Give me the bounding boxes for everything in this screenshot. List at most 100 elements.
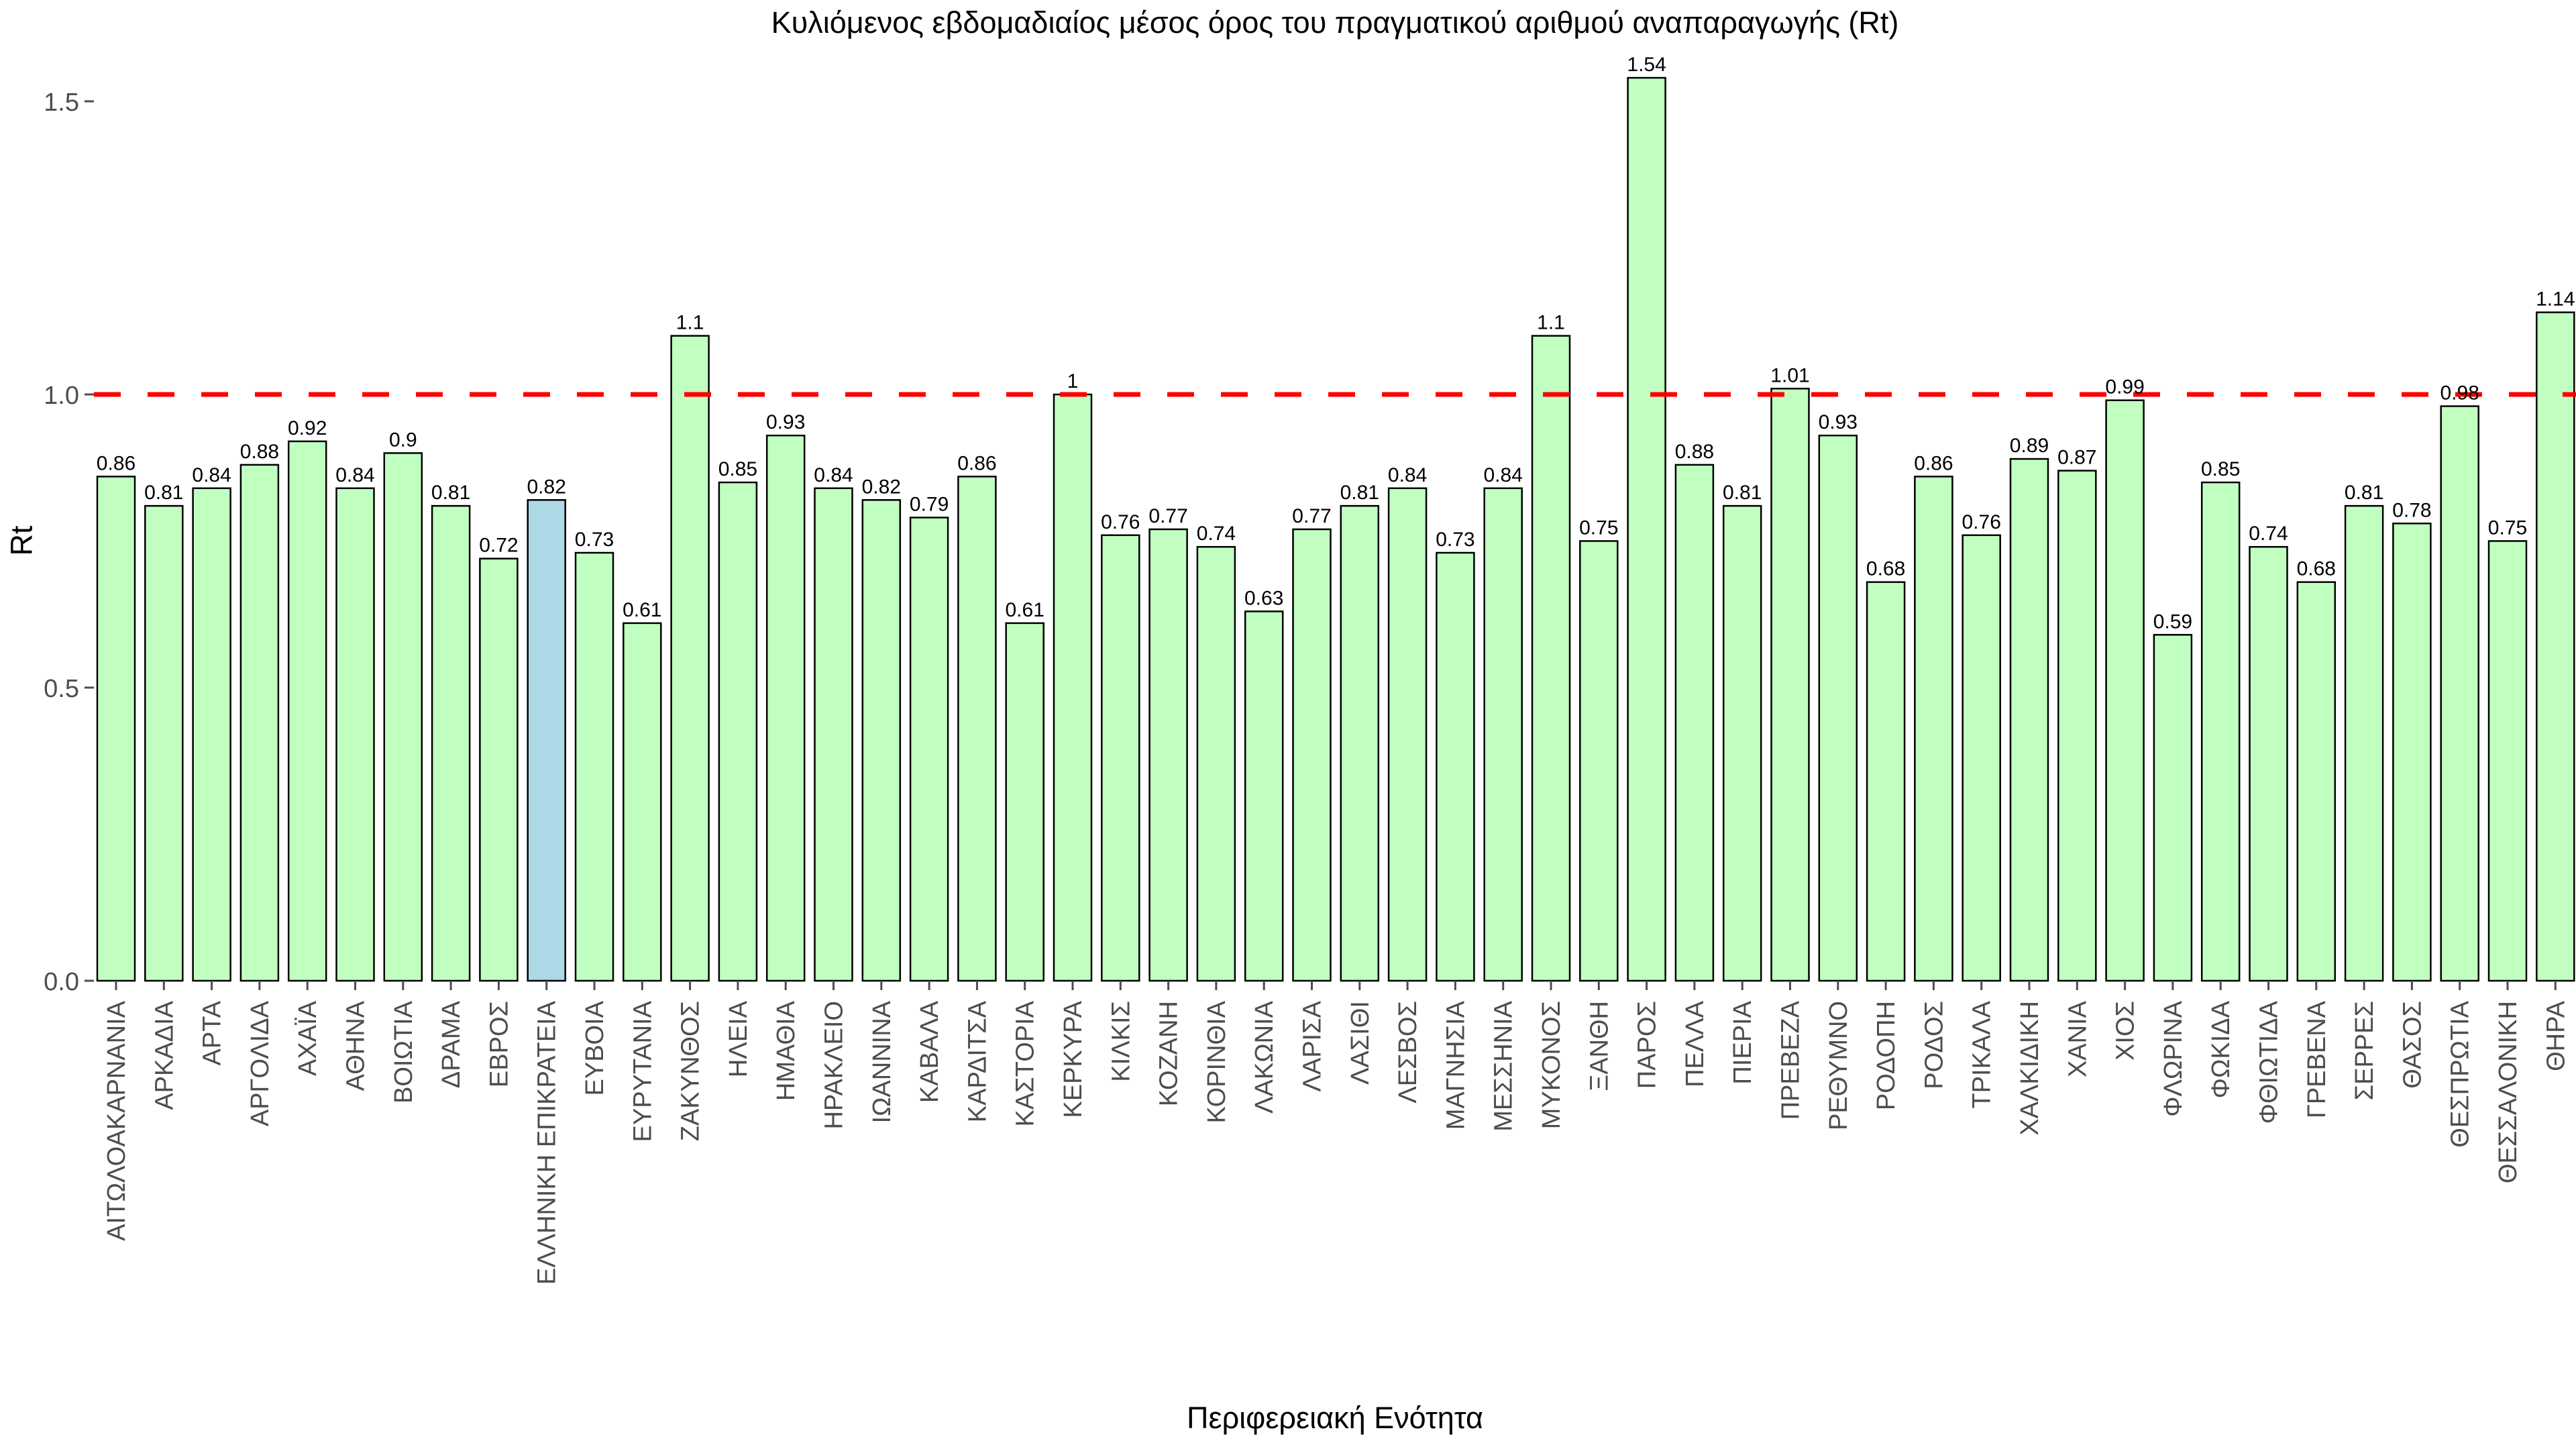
x-tick-label: ΗΜΑΘΙΑ xyxy=(772,1000,800,1101)
bar xyxy=(2200,481,2241,982)
x-tick-label: ΤΡΙΚΑΛΑ xyxy=(1968,1000,1996,1108)
x-tick-label: ΞΑΝΘΗ xyxy=(1585,1001,1613,1091)
bar-value-label: 0.86 xyxy=(957,452,996,474)
bar xyxy=(1866,581,1906,982)
x-tick-label: ΜΕΣΣΗΝΙΑ xyxy=(1490,1000,1518,1131)
bar-value-label: 0.68 xyxy=(1866,558,1905,580)
bar xyxy=(431,504,471,982)
bar xyxy=(765,434,806,982)
bar-value-label: 1.1 xyxy=(1537,312,1565,334)
bar xyxy=(2344,504,2384,982)
bar-value-label: 0.84 xyxy=(1388,464,1427,486)
bar xyxy=(479,557,519,982)
bar-value-label: 0.78 xyxy=(2392,499,2431,521)
bar xyxy=(1387,487,1428,982)
bar-value-label: 0.61 xyxy=(623,599,661,621)
bar-value-label: 0.61 xyxy=(1006,599,1044,621)
x-tick-label: ΠΙΕΡΙΑ xyxy=(1729,1000,1757,1084)
bar-value-label: 1.54 xyxy=(1627,54,1666,76)
x-tick-label: ΑΡΚΑΔΙΑ xyxy=(150,1000,178,1110)
bar xyxy=(239,464,280,982)
x-tick-label: ΕΥΡΥΤΑΝΙΑ xyxy=(629,1000,657,1142)
bar xyxy=(861,499,902,982)
bar xyxy=(1196,545,1236,982)
x-tick-label: ΘΕΣΣΑΛΟΝΙΚΗ xyxy=(2494,1001,2522,1183)
bar-value-label: 0.87 xyxy=(2057,447,2096,469)
x-tick-label: ΧΙΟΣ xyxy=(2112,1001,2140,1061)
bar-value-label: 1.1 xyxy=(676,312,704,334)
bar-value-label: 0.74 xyxy=(1197,523,1236,545)
bar xyxy=(1770,388,1810,982)
x-tick-label: ΑΡΓΟΛΙΔΑ xyxy=(246,1000,274,1126)
bar xyxy=(1483,487,1523,982)
x-tick-label: ΚΟΖΑΝΗ xyxy=(1155,1001,1183,1106)
bar-value-label: 0.92 xyxy=(288,417,327,439)
bar-value-label: 0.98 xyxy=(2440,382,2479,405)
x-tick-label: ΕΥΒΟΙΑ xyxy=(581,1000,609,1095)
bar xyxy=(670,335,710,982)
bar xyxy=(192,487,231,982)
bar-value-label: 1.14 xyxy=(2536,288,2575,311)
x-tick-label: ΡΟΔΟΠΗ xyxy=(1872,1001,1900,1110)
bar xyxy=(2487,540,2528,982)
bar-value-label: 0.76 xyxy=(1962,511,2001,533)
bar-value-label: 0.88 xyxy=(240,441,279,463)
bar xyxy=(2440,405,2479,982)
bar-value-label: 0.81 xyxy=(2345,482,2383,504)
bar xyxy=(2009,458,2049,982)
bar xyxy=(1340,504,1380,982)
bar xyxy=(1914,476,1953,982)
bar xyxy=(1962,534,2001,982)
bar-value-label: 0.77 xyxy=(1292,505,1331,527)
bar xyxy=(574,551,614,982)
bar-value-label: 0.75 xyxy=(2488,517,2527,539)
bar-value-label: 0.84 xyxy=(335,464,374,486)
bar xyxy=(1436,551,1475,982)
bar xyxy=(1148,528,1188,982)
x-tick-label: ΠΕΛΛΑ xyxy=(1681,1000,1709,1087)
bar xyxy=(1627,76,1666,982)
x-tick-label: ΚΕΡΚΥΡΑ xyxy=(1059,1000,1087,1118)
bar xyxy=(2536,311,2575,982)
bar xyxy=(1053,393,1093,982)
bar xyxy=(1292,528,1332,982)
bar xyxy=(2057,470,2097,982)
x-tick-label: ΑΘΗΝΑ xyxy=(342,1000,370,1091)
bar-value-label: 0.84 xyxy=(1484,464,1523,486)
x-tick-label: ΘΗΡΑ xyxy=(2542,1000,2570,1071)
bar xyxy=(1101,534,1140,982)
x-tick-label: ΗΛΕΙΑ xyxy=(724,1000,753,1077)
chart-title: Κυλιόμενος εβδομαδιαίος μέσος όρος του π… xyxy=(771,5,1899,40)
x-tick-label: ΛΑΣΙΘΙ xyxy=(1346,1001,1375,1085)
bar xyxy=(1722,504,1762,982)
bar-value-label: 0.59 xyxy=(2153,610,2192,633)
bar-value-label: 0.79 xyxy=(910,494,949,516)
bar-value-label: 0.82 xyxy=(862,476,901,498)
x-tick-label: ΚΙΛΚΙΣ xyxy=(1107,1001,1135,1082)
bar-value-label: 0.74 xyxy=(2249,523,2288,545)
bar-value-label: 0.93 xyxy=(766,411,805,433)
bar xyxy=(2392,523,2432,982)
x-tick-label: ΔΡΑΜΑ xyxy=(437,1000,466,1088)
x-tick-label: ΜΥΚΟΝΟΣ xyxy=(1538,1001,1566,1129)
bar xyxy=(623,622,662,982)
bar xyxy=(957,476,997,982)
y-tick-label: 1.5 xyxy=(44,89,79,117)
bar-value-label: 0.89 xyxy=(2010,435,2049,457)
x-tick-label: ΜΑΓΝΗΣΙΑ xyxy=(1442,1000,1470,1130)
bar-value-label: 0.81 xyxy=(1723,482,1762,504)
bar xyxy=(2249,545,2288,982)
bar-value-label: 0.73 xyxy=(575,529,614,551)
x-tick-label: ΦΘΙΩΤΙΔΑ xyxy=(2255,1000,2284,1124)
bar-value-label: 0.86 xyxy=(97,452,136,474)
x-tick-label: ΙΩΑΝΝΙΝΑ xyxy=(868,1000,896,1123)
bar-value-label: 0.81 xyxy=(431,482,470,504)
bar xyxy=(1579,540,1619,982)
x-tick-label: ΘΑΣΟΣ xyxy=(2398,1001,2426,1089)
bar xyxy=(1674,464,1715,982)
x-tick-label: ΗΡΑΚΛΕΙΟ xyxy=(820,1001,849,1130)
bar xyxy=(1244,610,1284,982)
bar-highlighted xyxy=(527,499,566,982)
bar-value-label: 1.01 xyxy=(1770,364,1809,386)
